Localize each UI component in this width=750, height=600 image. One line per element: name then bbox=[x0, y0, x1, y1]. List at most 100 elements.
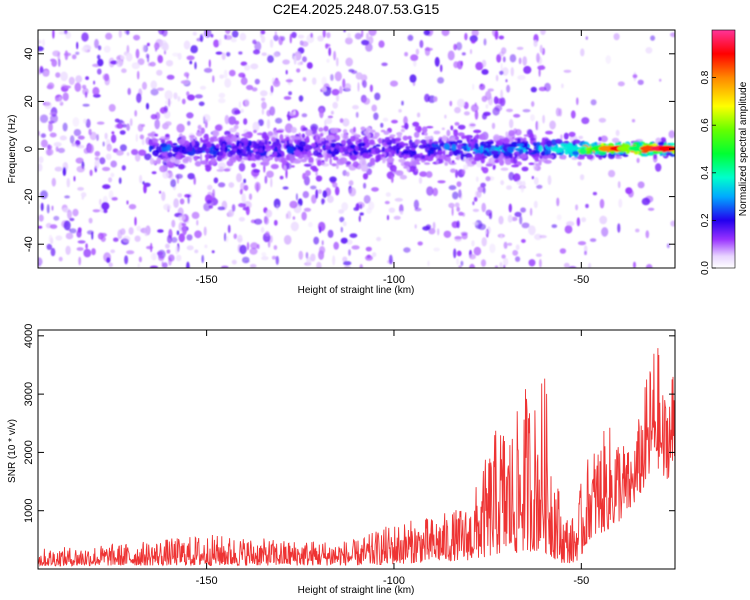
noise-blob bbox=[260, 30, 266, 35]
noise-blob bbox=[332, 181, 338, 188]
noise-blob bbox=[333, 50, 336, 61]
noise-blob bbox=[181, 98, 186, 105]
noise-blob bbox=[349, 233, 358, 239]
signal-blob bbox=[378, 137, 382, 144]
noise-blob bbox=[321, 240, 324, 246]
noise-blob bbox=[228, 209, 234, 217]
noise-blob bbox=[243, 118, 248, 125]
noise-blob bbox=[191, 211, 200, 219]
noise-blob bbox=[458, 265, 462, 268]
noise-blob bbox=[503, 264, 506, 268]
signal-blob bbox=[460, 150, 463, 154]
signal-blob bbox=[291, 126, 297, 134]
signal-blob bbox=[414, 155, 422, 159]
noise-blob bbox=[444, 114, 447, 119]
noise-blob bbox=[128, 227, 134, 235]
noise-blob bbox=[297, 34, 305, 39]
noise-blob bbox=[500, 62, 503, 73]
noise-blob bbox=[40, 202, 44, 212]
noise-blob bbox=[355, 203, 360, 211]
noise-blob bbox=[49, 224, 58, 229]
noise-blob bbox=[164, 90, 173, 101]
noise-blob bbox=[469, 35, 478, 43]
signal-blob bbox=[292, 136, 301, 140]
noise-blob bbox=[158, 255, 165, 261]
noise-blob bbox=[68, 76, 75, 85]
noise-blob bbox=[88, 217, 93, 224]
signal-blob bbox=[216, 169, 224, 172]
noise-blob bbox=[51, 59, 58, 67]
signal-blob bbox=[402, 154, 408, 160]
noise-blob bbox=[508, 171, 515, 181]
noise-blob bbox=[278, 35, 284, 46]
signal-blob bbox=[241, 133, 249, 137]
signal-blob bbox=[265, 158, 269, 161]
noise-blob bbox=[473, 246, 482, 256]
signal-blob bbox=[208, 149, 217, 155]
noise-blob bbox=[126, 200, 129, 205]
signal-blob bbox=[491, 150, 499, 155]
signal-blob bbox=[209, 136, 215, 143]
signal-blob bbox=[658, 145, 675, 152]
signal-blob bbox=[386, 142, 392, 146]
noise-blob bbox=[601, 227, 609, 237]
noise-blob bbox=[472, 201, 475, 206]
noise-blob bbox=[246, 84, 254, 91]
noise-blob bbox=[231, 204, 236, 212]
noise-blob bbox=[472, 208, 480, 212]
signal-blob bbox=[253, 129, 257, 134]
noise-blob bbox=[160, 40, 168, 50]
noise-blob bbox=[351, 70, 358, 74]
noise-blob bbox=[83, 118, 87, 124]
signal-blob bbox=[354, 134, 361, 138]
noise-blob bbox=[417, 241, 423, 246]
noise-blob bbox=[121, 68, 127, 73]
noise-blob bbox=[489, 243, 496, 254]
noise-blob bbox=[165, 60, 174, 67]
signal-blob bbox=[166, 143, 172, 151]
noise-blob bbox=[469, 263, 476, 268]
signal-blob bbox=[395, 170, 404, 177]
y-tick-label: 0 bbox=[23, 146, 35, 152]
signal-blob bbox=[546, 154, 554, 159]
noise-blob bbox=[261, 252, 267, 257]
noise-blob bbox=[659, 78, 662, 82]
noise-blob bbox=[238, 101, 242, 109]
noise-blob bbox=[469, 49, 473, 55]
noise-blob bbox=[63, 85, 71, 89]
noise-blob bbox=[362, 80, 367, 88]
signal-blob bbox=[242, 156, 249, 161]
noise-blob bbox=[42, 70, 50, 77]
noise-blob bbox=[269, 39, 274, 48]
noise-blob bbox=[202, 114, 211, 123]
noise-blob bbox=[345, 57, 354, 67]
noise-blob bbox=[341, 202, 349, 211]
noise-blob bbox=[110, 60, 119, 65]
noise-blob bbox=[437, 180, 446, 184]
noise-blob bbox=[461, 169, 466, 175]
noise-blob bbox=[326, 32, 331, 39]
noise-blob bbox=[227, 224, 231, 234]
signal-blob bbox=[442, 150, 446, 156]
signal-blob bbox=[499, 159, 505, 166]
noise-blob bbox=[401, 100, 404, 106]
signal-blob bbox=[521, 166, 529, 172]
noise-blob bbox=[409, 74, 417, 83]
signal-blob bbox=[310, 142, 317, 148]
noise-blob bbox=[419, 171, 428, 177]
noise-blob bbox=[289, 33, 292, 44]
signal-blob bbox=[353, 126, 356, 133]
noise-blob bbox=[199, 33, 204, 43]
signal-blob bbox=[555, 138, 563, 144]
signal-blob bbox=[480, 145, 484, 153]
noise-blob bbox=[261, 256, 269, 261]
signal-blob bbox=[461, 145, 468, 149]
noise-blob bbox=[598, 117, 607, 123]
noise-blob bbox=[313, 236, 320, 245]
signal-blob bbox=[152, 160, 157, 165]
noise-blob bbox=[538, 67, 541, 77]
noise-blob bbox=[242, 256, 250, 264]
noise-blob bbox=[297, 61, 303, 66]
signal-blob bbox=[280, 157, 287, 164]
